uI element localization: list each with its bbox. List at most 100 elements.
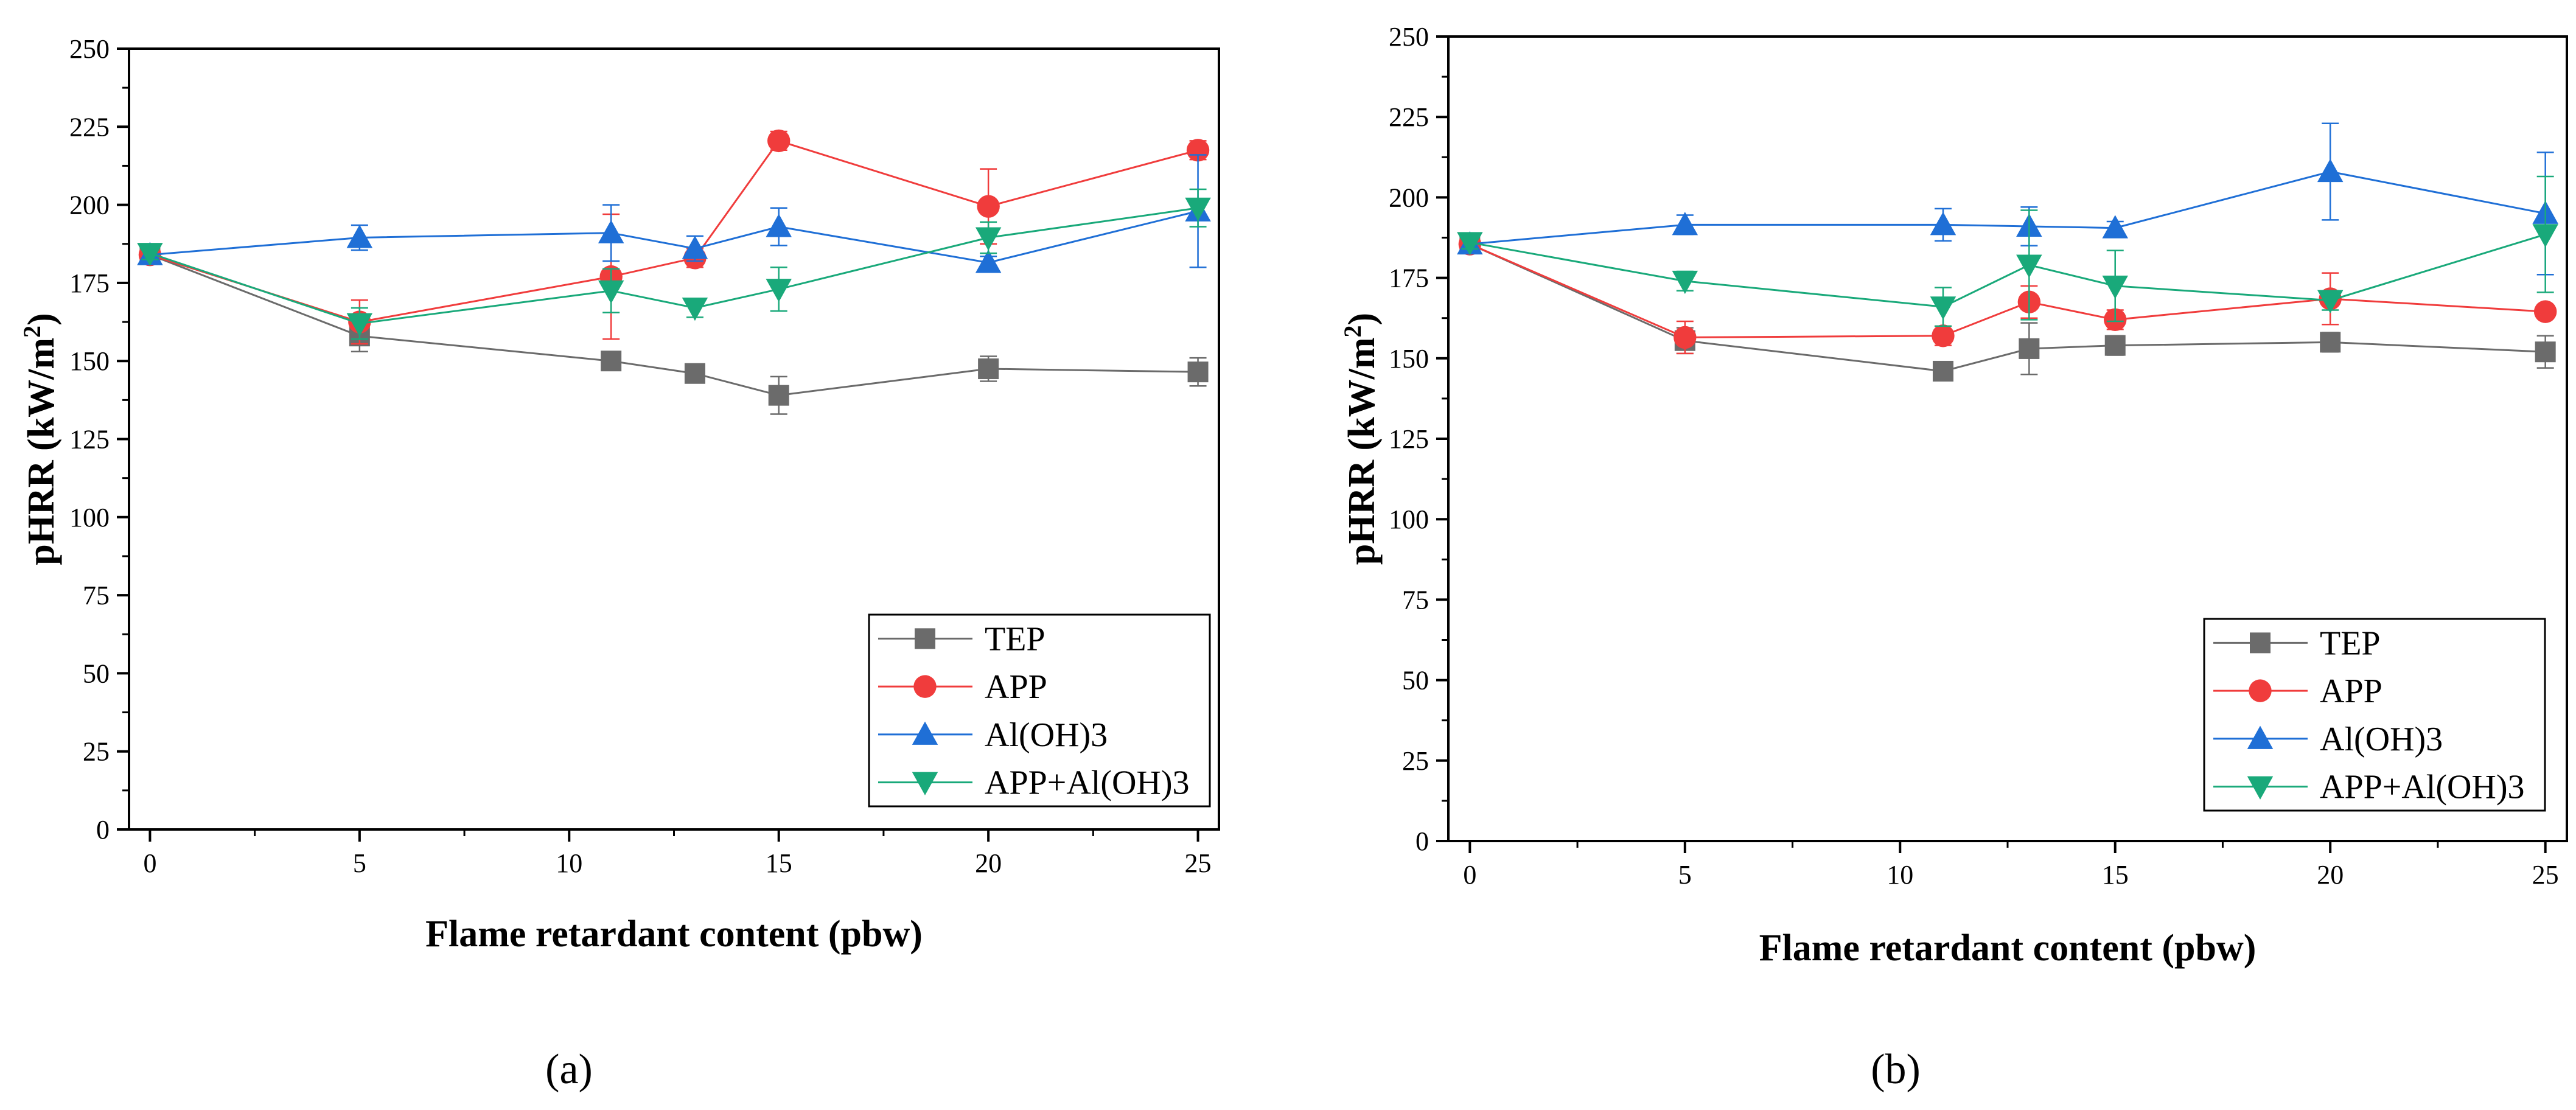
panel-a-legend-item-app-al-oh-3: APP+Al(OH)3 (878, 764, 1190, 802)
panel-b-y-axis-title-text: pHRR (kW/m (1341, 337, 1383, 565)
panel-a-legend-swatch-marker (912, 772, 938, 795)
panel-a-y-tick-label: 0 (96, 815, 110, 845)
panel-a-series-tep-point (1187, 361, 1209, 383)
panel-b-series-app-al-oh-3-line (1470, 233, 2546, 308)
panel-a-series-app-point (1186, 139, 1210, 162)
panel-a-plot-frame (128, 47, 1220, 831)
panel-a-series-app-al-oh-3-point (766, 279, 792, 302)
panel-a-x-tick-label: 25 (1185, 848, 1212, 878)
panel-a-legend-swatch-marker (915, 628, 935, 649)
panel-b-y-axis-title: pHRR (kW/m2) (1339, 313, 1383, 565)
panel-a-y-axis-title-text: pHRR (kW/m (21, 338, 62, 565)
panel-a-series-tep-point (684, 363, 705, 384)
panel-a-series-tep-point (601, 351, 622, 372)
panel-b-x-tick-label: 0 (1463, 860, 1476, 890)
panel-a-series-app-point (767, 129, 791, 153)
panel-b-legend-swatch-marker (2250, 632, 2271, 654)
panel-b-x-tick-label: 5 (1678, 860, 1692, 890)
panel-b-series-app-al-oh-3-point (2317, 290, 2344, 313)
panel-a-legend-label: TEP (985, 620, 1045, 658)
panel-a-series-app-point (977, 195, 1000, 218)
panel-b-series-app-al-oh-3-point (1457, 232, 1483, 256)
panel-b-legend-label: APP (2320, 672, 2382, 710)
panel-a-x-axis-title: Flame retardant content (pbw) (425, 913, 923, 955)
panel-b-legend-label: TEP (2320, 624, 2381, 662)
panel-a-y-tick-label: 50 (83, 658, 110, 688)
panel-a-series-al-oh-3 (137, 154, 1211, 273)
panel-b-series-al-oh-3-point (2102, 215, 2128, 239)
panel-b-series-al-oh-3-point (2317, 158, 2344, 183)
panel-b-series-app-point (2533, 300, 2557, 323)
panel-b-series-app-al-oh-3-point (1930, 296, 1956, 320)
panel-b-x-axis-title: Flame retardant content (pbw) (1759, 927, 2257, 969)
panel-b-legend-swatch-marker (2249, 679, 2272, 702)
panel-b-x-tick-label: 20 (2317, 860, 2344, 890)
panel-b-caption: (b) (1871, 1046, 1921, 1093)
panel-a-legend-item-app: APP (878, 668, 1047, 706)
panel-b-legend-item-tep: TEP (2213, 624, 2381, 662)
panel-a-series-al-oh-3-point (682, 236, 708, 259)
panel-a-series-al-oh-3-point (766, 214, 792, 237)
panel-a-series-app-al-oh-3 (137, 188, 1211, 340)
panel-b-y-tick-label: 250 (1389, 22, 1429, 52)
panel-a-series-app-al-oh-3-point (346, 313, 373, 337)
panel-a-legend-label: APP+Al(OH)3 (985, 764, 1190, 802)
panel-b-legend-item-app: APP (2213, 672, 2382, 710)
panel-a-series-al-oh-3-line (150, 210, 1198, 264)
panel-b-y-tick-label: 50 (1402, 666, 1429, 696)
panel-a-y-tick-label: 200 (69, 190, 110, 220)
panel-a-series-app-al-oh-3-point (975, 227, 1002, 251)
panel-b-series-app-al-oh-3-point (2532, 224, 2558, 248)
panel-a-x-tick-label: 10 (556, 848, 582, 878)
panel-b-y-tick-label: 200 (1389, 183, 1429, 212)
panel-b-series-tep-point (2104, 335, 2126, 356)
panel-a-legend: TEP APP Al(OH)3 APP+Al(OH)3 (868, 613, 1211, 808)
panel-b-y-tick-label: 75 (1402, 585, 1429, 615)
panel-b-series-al-oh-3-line (1470, 170, 2546, 245)
panel-a-y-tick-label: 175 (69, 268, 110, 298)
panel-b-y-tick-label: 125 (1389, 424, 1429, 454)
panel-b-series-al-oh-3-point (1672, 212, 1698, 236)
panel-a-legend-item-al-oh-3: Al(OH)3 (878, 716, 1108, 754)
panel-a-y-tick-label: 225 (69, 112, 110, 142)
panel-b-legend-item-al-oh-3: Al(OH)3 (2213, 721, 2443, 758)
panel-a-y-tick-label: 125 (69, 425, 110, 455)
panel-b-x-tick-label: 25 (2532, 860, 2559, 890)
panel-b-y-tick-label: 100 (1389, 504, 1429, 534)
panel-b-series-app-al-oh-3-point (1672, 270, 1698, 295)
panel-b-series-tep-point (2535, 341, 2556, 363)
panel-a: 0 25 50 75 100 125 150 175 200 225 250 0 5 10 15 20 25 F… (18, 34, 1220, 1093)
panel-a-legend-swatch-marker (912, 721, 938, 745)
panel-a-series-tep-point (768, 385, 789, 406)
panel-a-caption: (a) (545, 1046, 593, 1093)
panel-a-y-axis-title-suffix: ) (21, 313, 62, 326)
panel-b-y-tick-label: 175 (1389, 264, 1429, 293)
panel-a-x-tick-label: 20 (975, 848, 1002, 878)
panel-a-series-al-oh-3-point (598, 220, 624, 243)
panel-b-plot-frame (1447, 35, 2568, 842)
panel-a-x-tick-label: 0 (143, 848, 156, 878)
panel-b-series-tep-point (2019, 338, 2040, 359)
panel-b: 0 25 50 75 100 125 150 175 200 225 250 0 5 10 15 20 25 F… (1339, 22, 2568, 1093)
panel-a-series-app-al-oh-3-point (137, 243, 163, 267)
panel-a-series-al-oh-3-point (346, 225, 373, 248)
panel-b-y-axis-title-superscript: 2 (1339, 325, 1366, 337)
panel-b-series-tep-point (1932, 360, 1953, 382)
panel-a-ticks: 0 25 50 75 100 125 150 175 200 225 250 0 5 10 15 20 25 (69, 34, 1212, 878)
panel-a-series-tep-point (978, 358, 999, 380)
panel-a-series-al-oh-3-point (975, 250, 1002, 273)
panel-b-y-tick-label: 225 (1389, 102, 1429, 132)
panel-a-series-app-line (149, 139, 1198, 323)
panel-a-legend-label: APP (985, 668, 1047, 706)
panel-a-y-tick-label: 150 (69, 346, 110, 376)
panel-b-legend-swatch-marker (2247, 725, 2274, 749)
panel-b-series-tep-line (1469, 243, 2546, 372)
panel-a-y-tick-label: 250 (69, 34, 110, 64)
panel-b-y-tick-label: 25 (1402, 746, 1429, 776)
panel-b-series-app-al-oh-3-point (2102, 275, 2128, 299)
panel-b-x-tick-label: 10 (1887, 860, 1913, 890)
panel-a-legend-swatch-marker (913, 675, 937, 698)
panel-b-y-tick-label: 0 (1415, 826, 1429, 856)
